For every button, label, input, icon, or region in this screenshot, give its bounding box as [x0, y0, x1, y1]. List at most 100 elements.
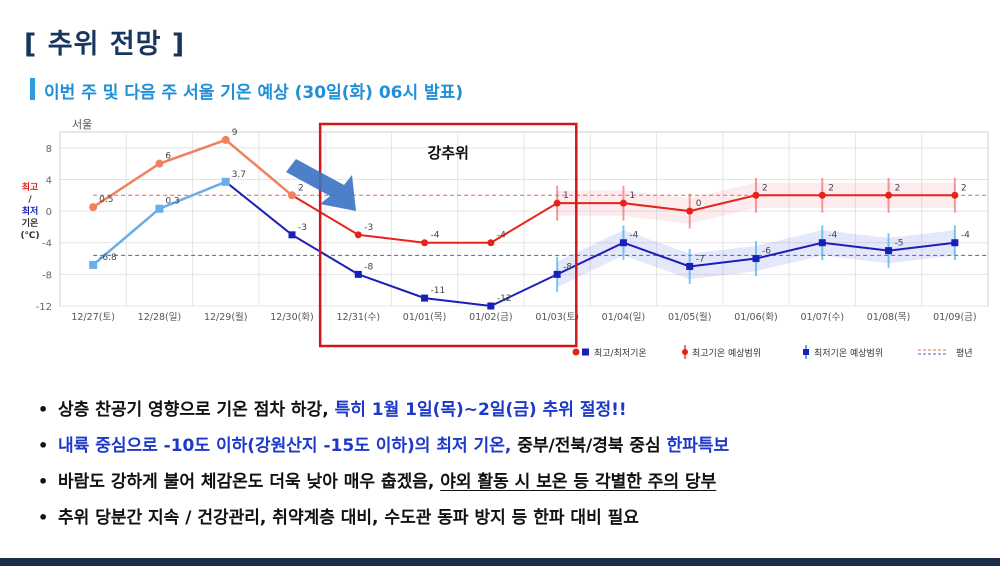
- min-value-label: -12: [497, 294, 512, 304]
- max-value-label: 2: [895, 183, 901, 193]
- bullet-item-2: 내륙 중심으로 -10도 이하(강원산지 -15도 이하)의 최저 기온, 중부…: [32, 428, 982, 464]
- min-value-label: -7: [696, 254, 705, 264]
- y-axis-label-line: (℃): [20, 231, 39, 241]
- forecast-min-point: [421, 294, 429, 302]
- x-tick-label: 12/30(화): [270, 312, 314, 323]
- cold-period-label: 강추위: [428, 144, 469, 162]
- max-value-label: 0.5: [99, 195, 113, 205]
- y-tick-label: 8: [46, 144, 52, 155]
- x-tick-label: 01/08(목): [867, 312, 911, 323]
- legend-label: 최저기온 예상범위: [814, 348, 883, 359]
- min-value-label: 0.3: [165, 197, 179, 207]
- min-value-label: -8: [563, 262, 572, 272]
- max-value-label: -3: [364, 223, 373, 233]
- forecast-max-point: [553, 199, 561, 207]
- max-value-label: 2: [298, 183, 304, 193]
- x-tick-label: 01/01(목): [403, 312, 447, 323]
- forecast-min-point: [354, 270, 362, 278]
- min-value-label: -11: [431, 286, 446, 296]
- y-tick-label: 0: [46, 207, 52, 218]
- max-value-label: 1: [563, 191, 569, 201]
- forecast-min-point: [752, 255, 760, 263]
- y-tick-label: -4: [42, 239, 52, 250]
- forecast-min-point: [951, 239, 959, 247]
- x-tick-label: 01/06(화): [734, 312, 778, 323]
- forecast-max-point: [951, 191, 959, 199]
- legend-min-range-dot: [803, 349, 809, 355]
- x-tick-label: 01/05(월): [668, 311, 712, 323]
- forecast-max-point: [354, 231, 362, 239]
- y-axis-label-line: /: [28, 195, 32, 205]
- legend-label: 최고/최저기온: [594, 348, 647, 359]
- legend-min-marker: [582, 348, 589, 356]
- location-label: 서울: [72, 118, 92, 131]
- x-tick-label: 12/27(토): [71, 312, 115, 323]
- forecast-min-point: [487, 302, 495, 310]
- bullet-item-4: 추위 당분간 지속 / 건강관리, 취약계층 대비, 수도관 동파 방지 등 한…: [32, 500, 982, 536]
- summary-list: 상층 찬공기 영향으로 기온 점차 하강, 특히 1월 1일(목)~2일(금) …: [32, 392, 982, 536]
- forecast-max-point: [487, 239, 495, 247]
- forecast-min-line: [225, 181, 955, 308]
- subtitle-marker: [30, 78, 35, 100]
- x-tick-label: 01/09(금): [933, 312, 977, 323]
- max-value-label: 2: [762, 183, 768, 193]
- forecast-max-point: [619, 199, 627, 207]
- forecast-min-point: [288, 231, 296, 239]
- y-axis-label-line: 최고: [22, 181, 39, 193]
- x-tick-label: 01/02(금): [469, 312, 513, 323]
- cold-period-highlight: [318, 122, 578, 348]
- observed-max-point: [89, 203, 98, 212]
- x-tick-label: 01/03(토): [535, 312, 579, 323]
- max-value-label: 9: [232, 128, 238, 138]
- forecast-min-point: [885, 247, 893, 255]
- forecast-max-point: [885, 191, 893, 199]
- min-value-label: -6: [762, 247, 771, 257]
- observed-max-point: [155, 159, 164, 168]
- x-tick-label: 12/28(일): [138, 312, 182, 323]
- forecast-max-point: [818, 191, 826, 199]
- y-tick-label: 4: [46, 175, 52, 186]
- observed-min-point: [89, 260, 98, 269]
- legend-max-range-dot: [682, 349, 688, 355]
- legend-label: 평년: [956, 348, 973, 359]
- y-tick-label: -8: [42, 270, 52, 281]
- max-value-label: 2: [828, 183, 834, 193]
- observed-max-point: [288, 191, 296, 200]
- forecast-min-point: [553, 270, 561, 278]
- observed-min-point: [155, 204, 164, 213]
- x-tick-label: 12/29(월): [204, 311, 248, 323]
- max-value-label: -4: [431, 231, 440, 241]
- max-value-label: 1: [629, 191, 635, 201]
- max-value-label: -4: [497, 231, 506, 241]
- x-tick-label: 12/31(수): [337, 312, 381, 323]
- bullet-item-3: 바람도 강하게 불어 체감온도 더욱 낮아 매우 춥겠음, 야외 활동 시 보온…: [32, 464, 982, 500]
- pointer-arrow-icon: [286, 159, 356, 211]
- min-value-label: -8: [364, 262, 373, 272]
- min-value-label: 3.7: [232, 170, 246, 180]
- min-value-label: -6.8: [99, 253, 117, 263]
- min-value-label: -3: [298, 223, 307, 233]
- min-value-label: -4: [828, 231, 837, 241]
- x-tick-label: 01/04(일): [602, 312, 646, 323]
- x-tick-label: 01/07(수): [801, 312, 845, 323]
- y-axis-label-line: 최저: [22, 205, 39, 217]
- bullet-item-1: 상층 찬공기 영향으로 기온 점차 하강, 특히 1월 1일(목)~2일(금) …: [32, 392, 982, 428]
- forecast-min-point: [818, 239, 826, 247]
- page-title: [ 추위 전망 ]: [24, 29, 186, 60]
- forecast-max-point: [686, 207, 694, 215]
- min-value-label: -5: [895, 239, 904, 249]
- max-value-label: 2: [961, 183, 967, 193]
- forecast-min-point: [619, 239, 627, 247]
- observed-min-point: [221, 177, 230, 186]
- page-subtitle: 이번 주 및 다음 주 서울 기온 예상 (30일(화) 06시 발표): [44, 83, 464, 103]
- min-value-label: -4: [629, 231, 638, 241]
- y-tick-label: -12: [36, 302, 52, 313]
- forecast-min-point: [686, 262, 694, 270]
- observed-max-line: [92, 138, 293, 209]
- max-value-label: 0: [696, 199, 702, 209]
- y-axis-label-line: 기온: [22, 217, 39, 229]
- legend-label: 최고기온 예상범위: [692, 348, 761, 359]
- legend-max-marker: [572, 348, 580, 356]
- footer-bar: [0, 558, 1000, 566]
